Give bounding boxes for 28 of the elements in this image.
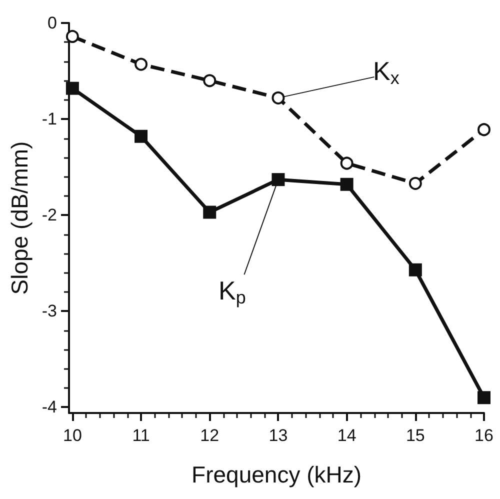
point bbox=[203, 74, 216, 88]
x-tick-label: 11 bbox=[132, 426, 150, 445]
point bbox=[340, 178, 354, 191]
point bbox=[478, 123, 490, 136]
point bbox=[408, 263, 422, 276]
point bbox=[66, 82, 79, 95]
point bbox=[408, 176, 422, 190]
y-tick-label: -2 bbox=[42, 206, 58, 225]
point bbox=[66, 30, 79, 43]
y-tick-label: -3 bbox=[42, 302, 58, 321]
point bbox=[272, 173, 285, 186]
point bbox=[478, 391, 490, 404]
point bbox=[134, 58, 148, 71]
point bbox=[203, 206, 216, 219]
point bbox=[272, 91, 285, 104]
x-tick-label: 12 bbox=[200, 426, 220, 445]
x-tick-label: 13 bbox=[268, 426, 288, 445]
x-tick-label: 16 bbox=[474, 426, 494, 445]
y-tick-label: -4 bbox=[42, 398, 58, 417]
y-tick-label: -1 bbox=[42, 110, 58, 129]
x-tick-label: 10 bbox=[62, 426, 82, 445]
x-axis-title: Frequency (kHz) bbox=[192, 462, 362, 488]
x-tick-label: 15 bbox=[406, 426, 425, 445]
point bbox=[134, 130, 148, 143]
point bbox=[340, 156, 354, 170]
y-tick-label: 0 bbox=[48, 14, 58, 32]
x-tick-label: 14 bbox=[337, 426, 356, 445]
y-axis-title: Slope (dB/mm) bbox=[6, 141, 32, 295]
